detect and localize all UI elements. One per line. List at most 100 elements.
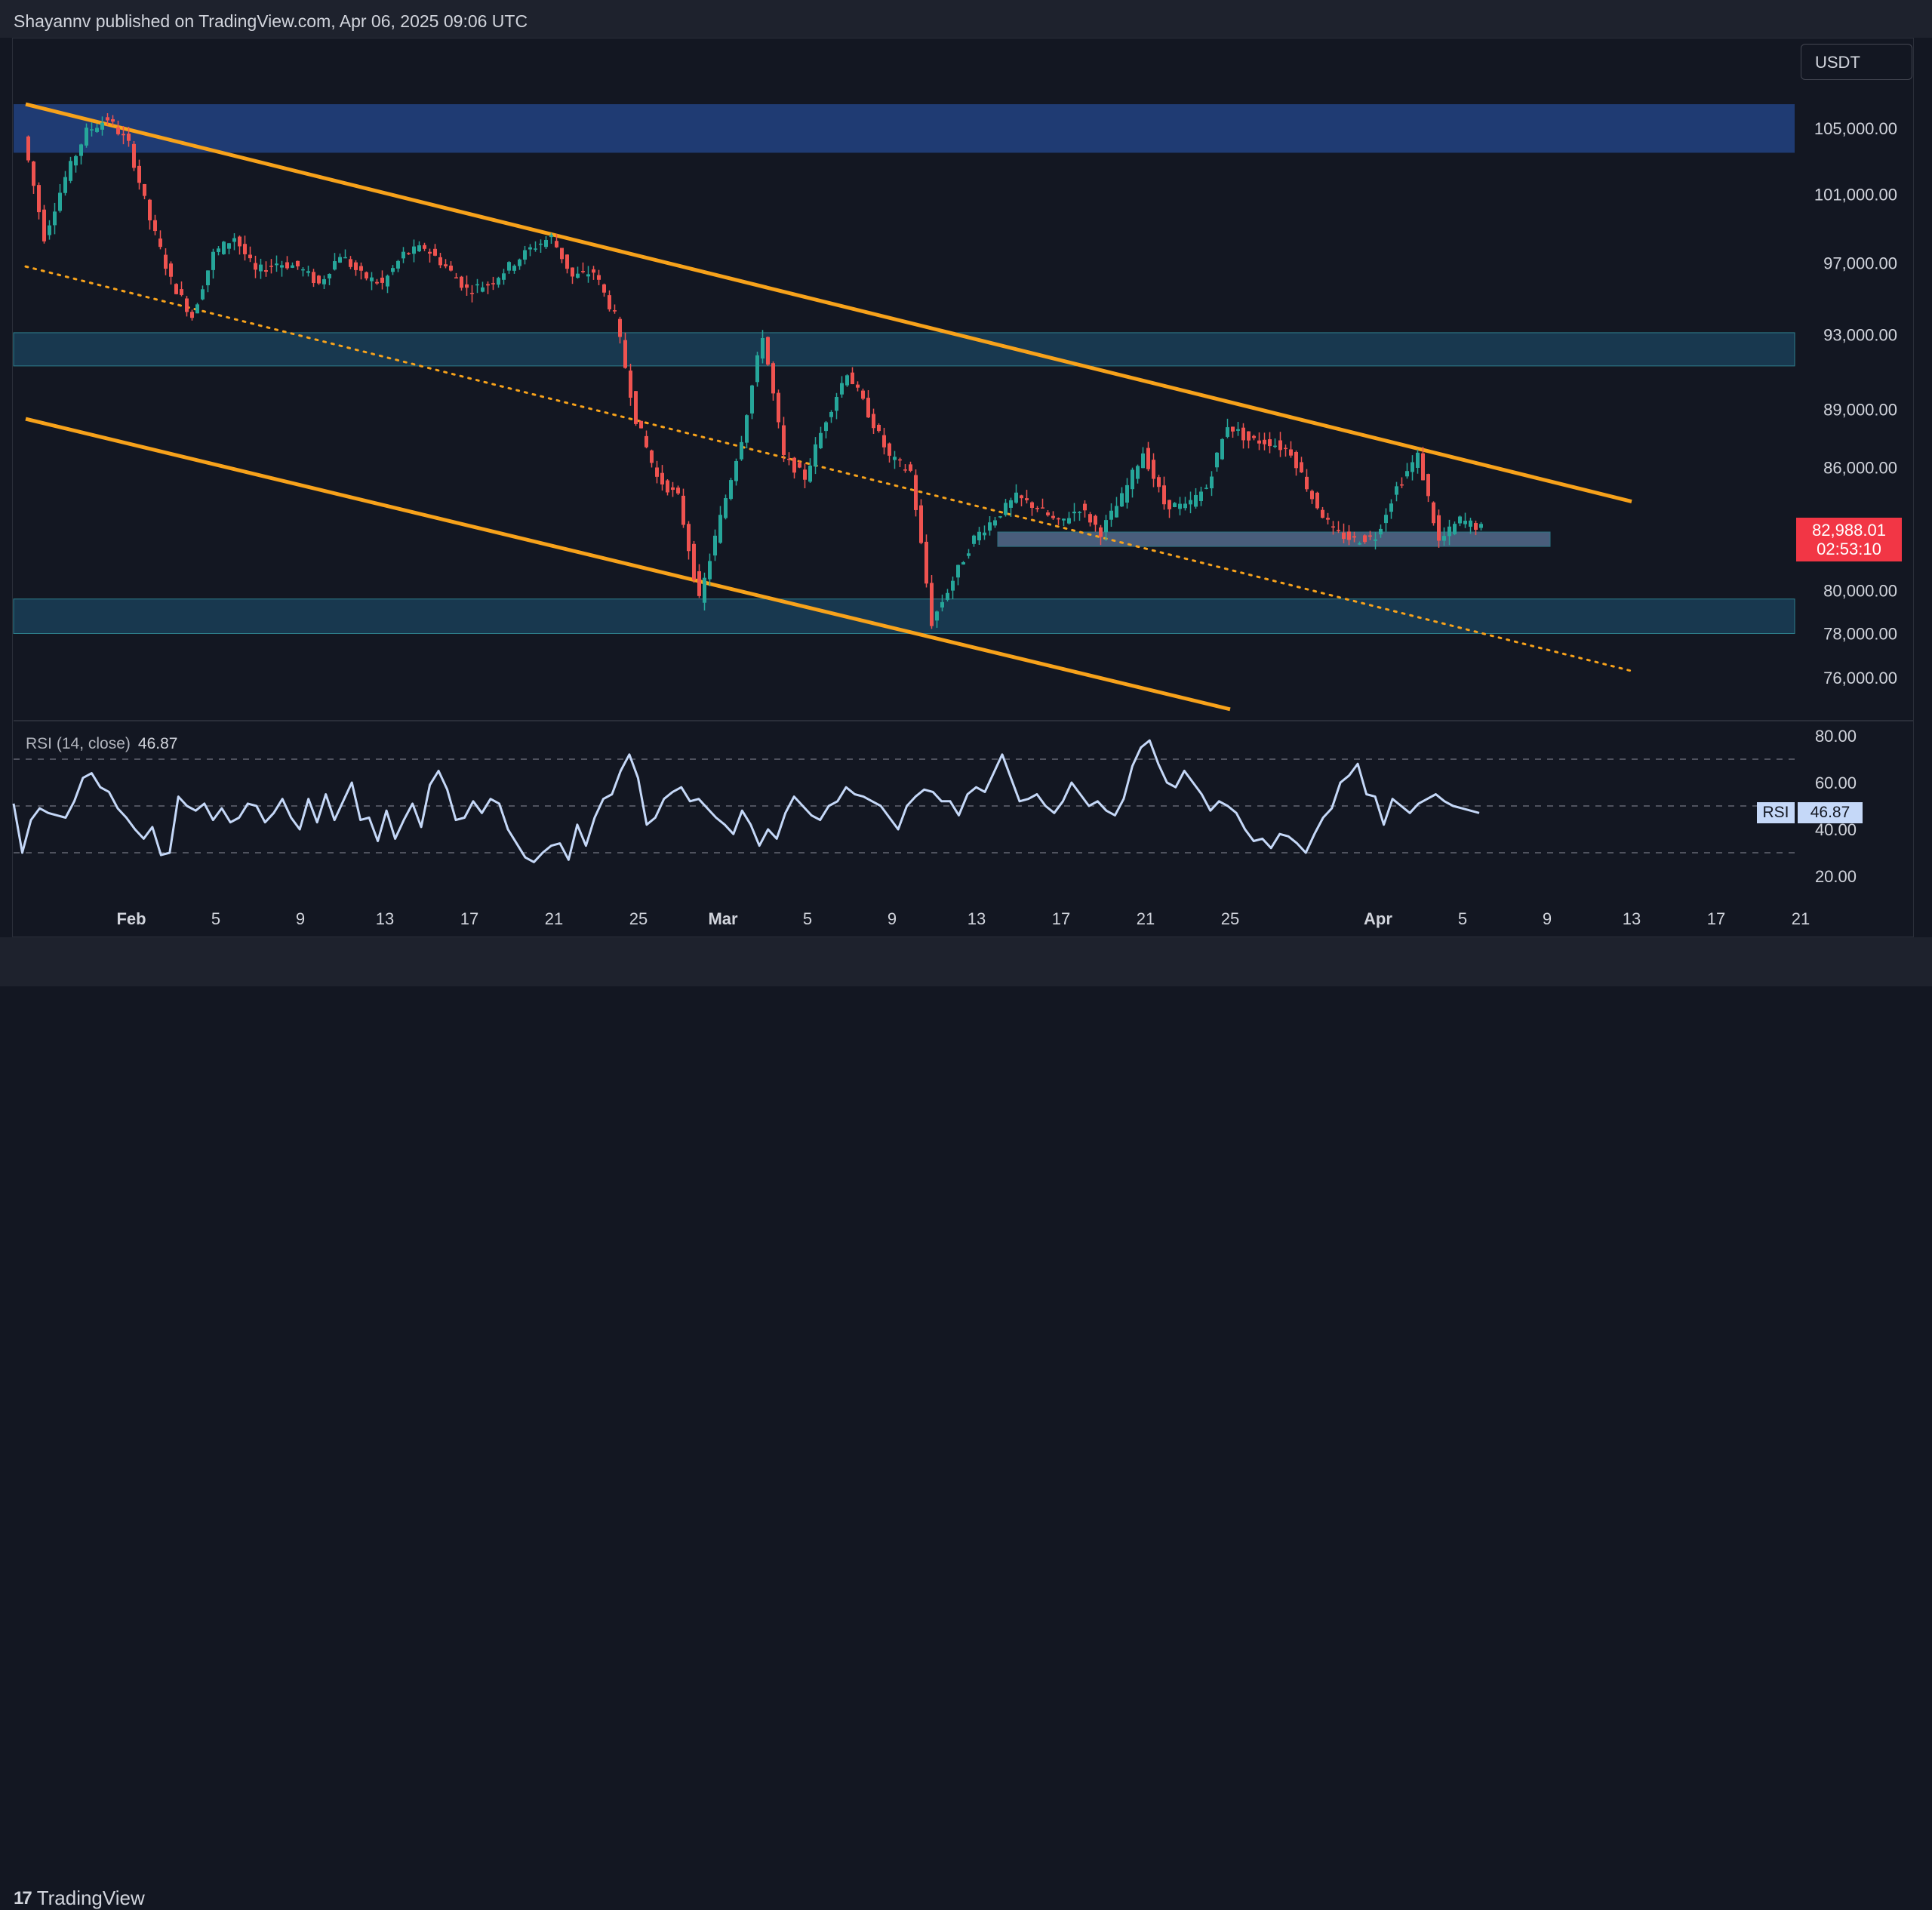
candle-body <box>919 505 923 543</box>
time-axis-tick-label: 5 <box>1458 909 1467 928</box>
candle-body <box>1389 503 1393 512</box>
chart-canvas[interactable]: 105,000.00 101,000.00 97,000.00 93,000.00 89… <box>0 0 1932 986</box>
time-axis-tick-label: 25 <box>1221 909 1239 928</box>
candle-body <box>465 284 469 288</box>
candle-body <box>697 571 701 596</box>
candle-body <box>676 487 680 494</box>
candle-body <box>100 122 104 130</box>
candle-body <box>819 432 823 448</box>
descending-channel <box>24 102 1633 712</box>
chart-frame[interactable] <box>12 38 1914 937</box>
last-price-tag: 82,988.01 02:53:10 <box>1796 518 1902 561</box>
candle-body <box>750 385 754 414</box>
candle-body <box>1453 524 1457 534</box>
price-axis-tick-label: 105,000.00 <box>1814 119 1897 138</box>
tradingview-logo-icon: 17 <box>14 1887 32 1908</box>
candle-body <box>951 580 955 591</box>
rsi-axis-badge-name: RSI <box>1757 802 1795 823</box>
candle-body <box>343 257 347 259</box>
candle-body <box>1157 477 1161 487</box>
candle-body <box>755 355 759 383</box>
candle-body <box>1062 518 1066 521</box>
tradingview-logo-text: TradingView <box>36 1887 145 1909</box>
time-axis-tick-label: Mar <box>708 909 738 928</box>
candle-body <box>835 397 838 411</box>
candle-body <box>1057 518 1060 520</box>
candle-body <box>396 260 400 269</box>
candle-body <box>518 259 521 266</box>
tradingview-logo[interactable]: 17 TradingView <box>14 1887 145 1910</box>
candle-body <box>792 457 796 473</box>
candle-body <box>190 312 194 318</box>
candle-body <box>903 469 907 471</box>
candle-body <box>1257 440 1261 444</box>
candle-body <box>1030 502 1034 508</box>
candle-body <box>967 553 971 556</box>
candle-body <box>1173 503 1177 507</box>
candle-body <box>528 247 532 250</box>
candle-body <box>164 254 168 269</box>
candle-body <box>1014 492 1018 503</box>
candle-body <box>692 543 696 580</box>
candle-body <box>1247 431 1251 441</box>
currency-selector[interactable]: USDT <box>1801 44 1912 80</box>
candle-body <box>787 458 791 460</box>
candle-body <box>618 318 622 337</box>
candle-body <box>1368 535 1372 537</box>
candle-body <box>1405 471 1409 477</box>
candle-body <box>1210 476 1214 489</box>
time-axis-tick-label: 9 <box>888 909 897 928</box>
candle-body <box>63 177 67 193</box>
candle-body <box>840 383 844 395</box>
candle-body <box>1294 451 1298 469</box>
candle-body <box>1125 484 1129 503</box>
candle-body <box>650 450 654 463</box>
candle-body <box>42 209 46 241</box>
time-axis-tick-label: 21 <box>545 909 563 928</box>
candle-body <box>1416 452 1420 468</box>
candle-body <box>1067 518 1071 524</box>
candle-body <box>1273 445 1277 448</box>
time-axis-tick-label: 21 <box>1792 909 1810 928</box>
candle-body <box>502 273 506 280</box>
candle-body <box>1331 526 1335 528</box>
candle-body <box>914 475 918 510</box>
candle-body <box>1421 453 1425 481</box>
candle-body <box>211 251 215 270</box>
candle-body <box>1469 520 1472 527</box>
candle-body <box>586 274 590 277</box>
candle-body <box>687 524 691 552</box>
time-axis-tick-label: 5 <box>211 909 220 928</box>
candle-body <box>349 259 352 267</box>
candle-body <box>740 441 743 460</box>
time-axis-tick-label: 21 <box>1137 909 1155 928</box>
candle-body <box>1411 462 1414 472</box>
candle-body <box>660 472 664 484</box>
candle-body <box>58 192 62 211</box>
candle-body <box>608 295 611 309</box>
candle-body <box>666 480 669 493</box>
candle-body <box>433 248 437 256</box>
candle-body <box>1162 485 1166 505</box>
candle-body <box>1326 518 1330 520</box>
candle-body <box>549 235 553 238</box>
candle-body <box>111 118 115 122</box>
candle-body <box>645 435 648 448</box>
candle-body <box>1168 500 1171 509</box>
time-axis-tick-label: 9 <box>1543 909 1552 928</box>
candle-body <box>824 422 828 432</box>
candle-body <box>893 457 897 460</box>
rsi-legend[interactable]: RSI (14, close) 46.87 <box>26 735 177 753</box>
candle-body <box>317 275 321 284</box>
candle-body <box>259 264 263 272</box>
candle-body <box>571 267 574 277</box>
time-axis-tick-label: 13 <box>968 909 986 928</box>
rsi-pane: 80.00 60.00 40.00 20.00 <box>12 727 1857 886</box>
candle-body <box>829 411 833 417</box>
candle-body <box>475 284 479 286</box>
candle-body <box>983 532 986 536</box>
time-axis-tick-label: 13 <box>1623 909 1641 928</box>
candle-body <box>185 298 189 312</box>
candle-body <box>851 372 854 385</box>
candle-body <box>401 251 405 259</box>
